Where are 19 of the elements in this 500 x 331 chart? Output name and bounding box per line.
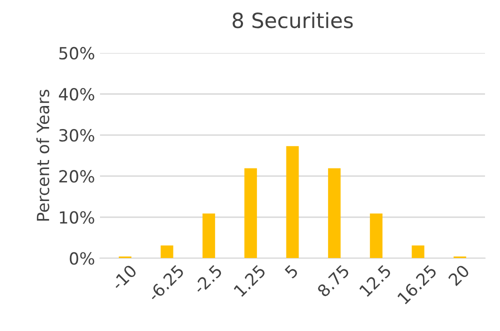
bar [412, 245, 424, 258]
x-tick-label: -2.5 [192, 264, 223, 295]
y-tick-label: 30% [59, 129, 94, 142]
y-tick-label: 0% [70, 252, 94, 265]
x-tick-label: 5 [284, 264, 299, 279]
bar [202, 213, 216, 258]
y-tick-label: 10% [60, 211, 94, 224]
bar [160, 245, 174, 258]
x-tick-label: 20 [448, 264, 470, 286]
x-tick-label: -10 [110, 264, 138, 291]
y-tick-label: 20% [59, 170, 94, 183]
bar [244, 168, 257, 258]
bar [286, 146, 299, 258]
y-tick-label: 40% [58, 88, 94, 101]
chart-title: 8 Securities [232, 12, 353, 28]
y-axis-title: Percent of Years [36, 90, 50, 221]
y-tick-label: 50% [59, 46, 94, 60]
bar [370, 213, 382, 258]
bar [328, 168, 341, 258]
